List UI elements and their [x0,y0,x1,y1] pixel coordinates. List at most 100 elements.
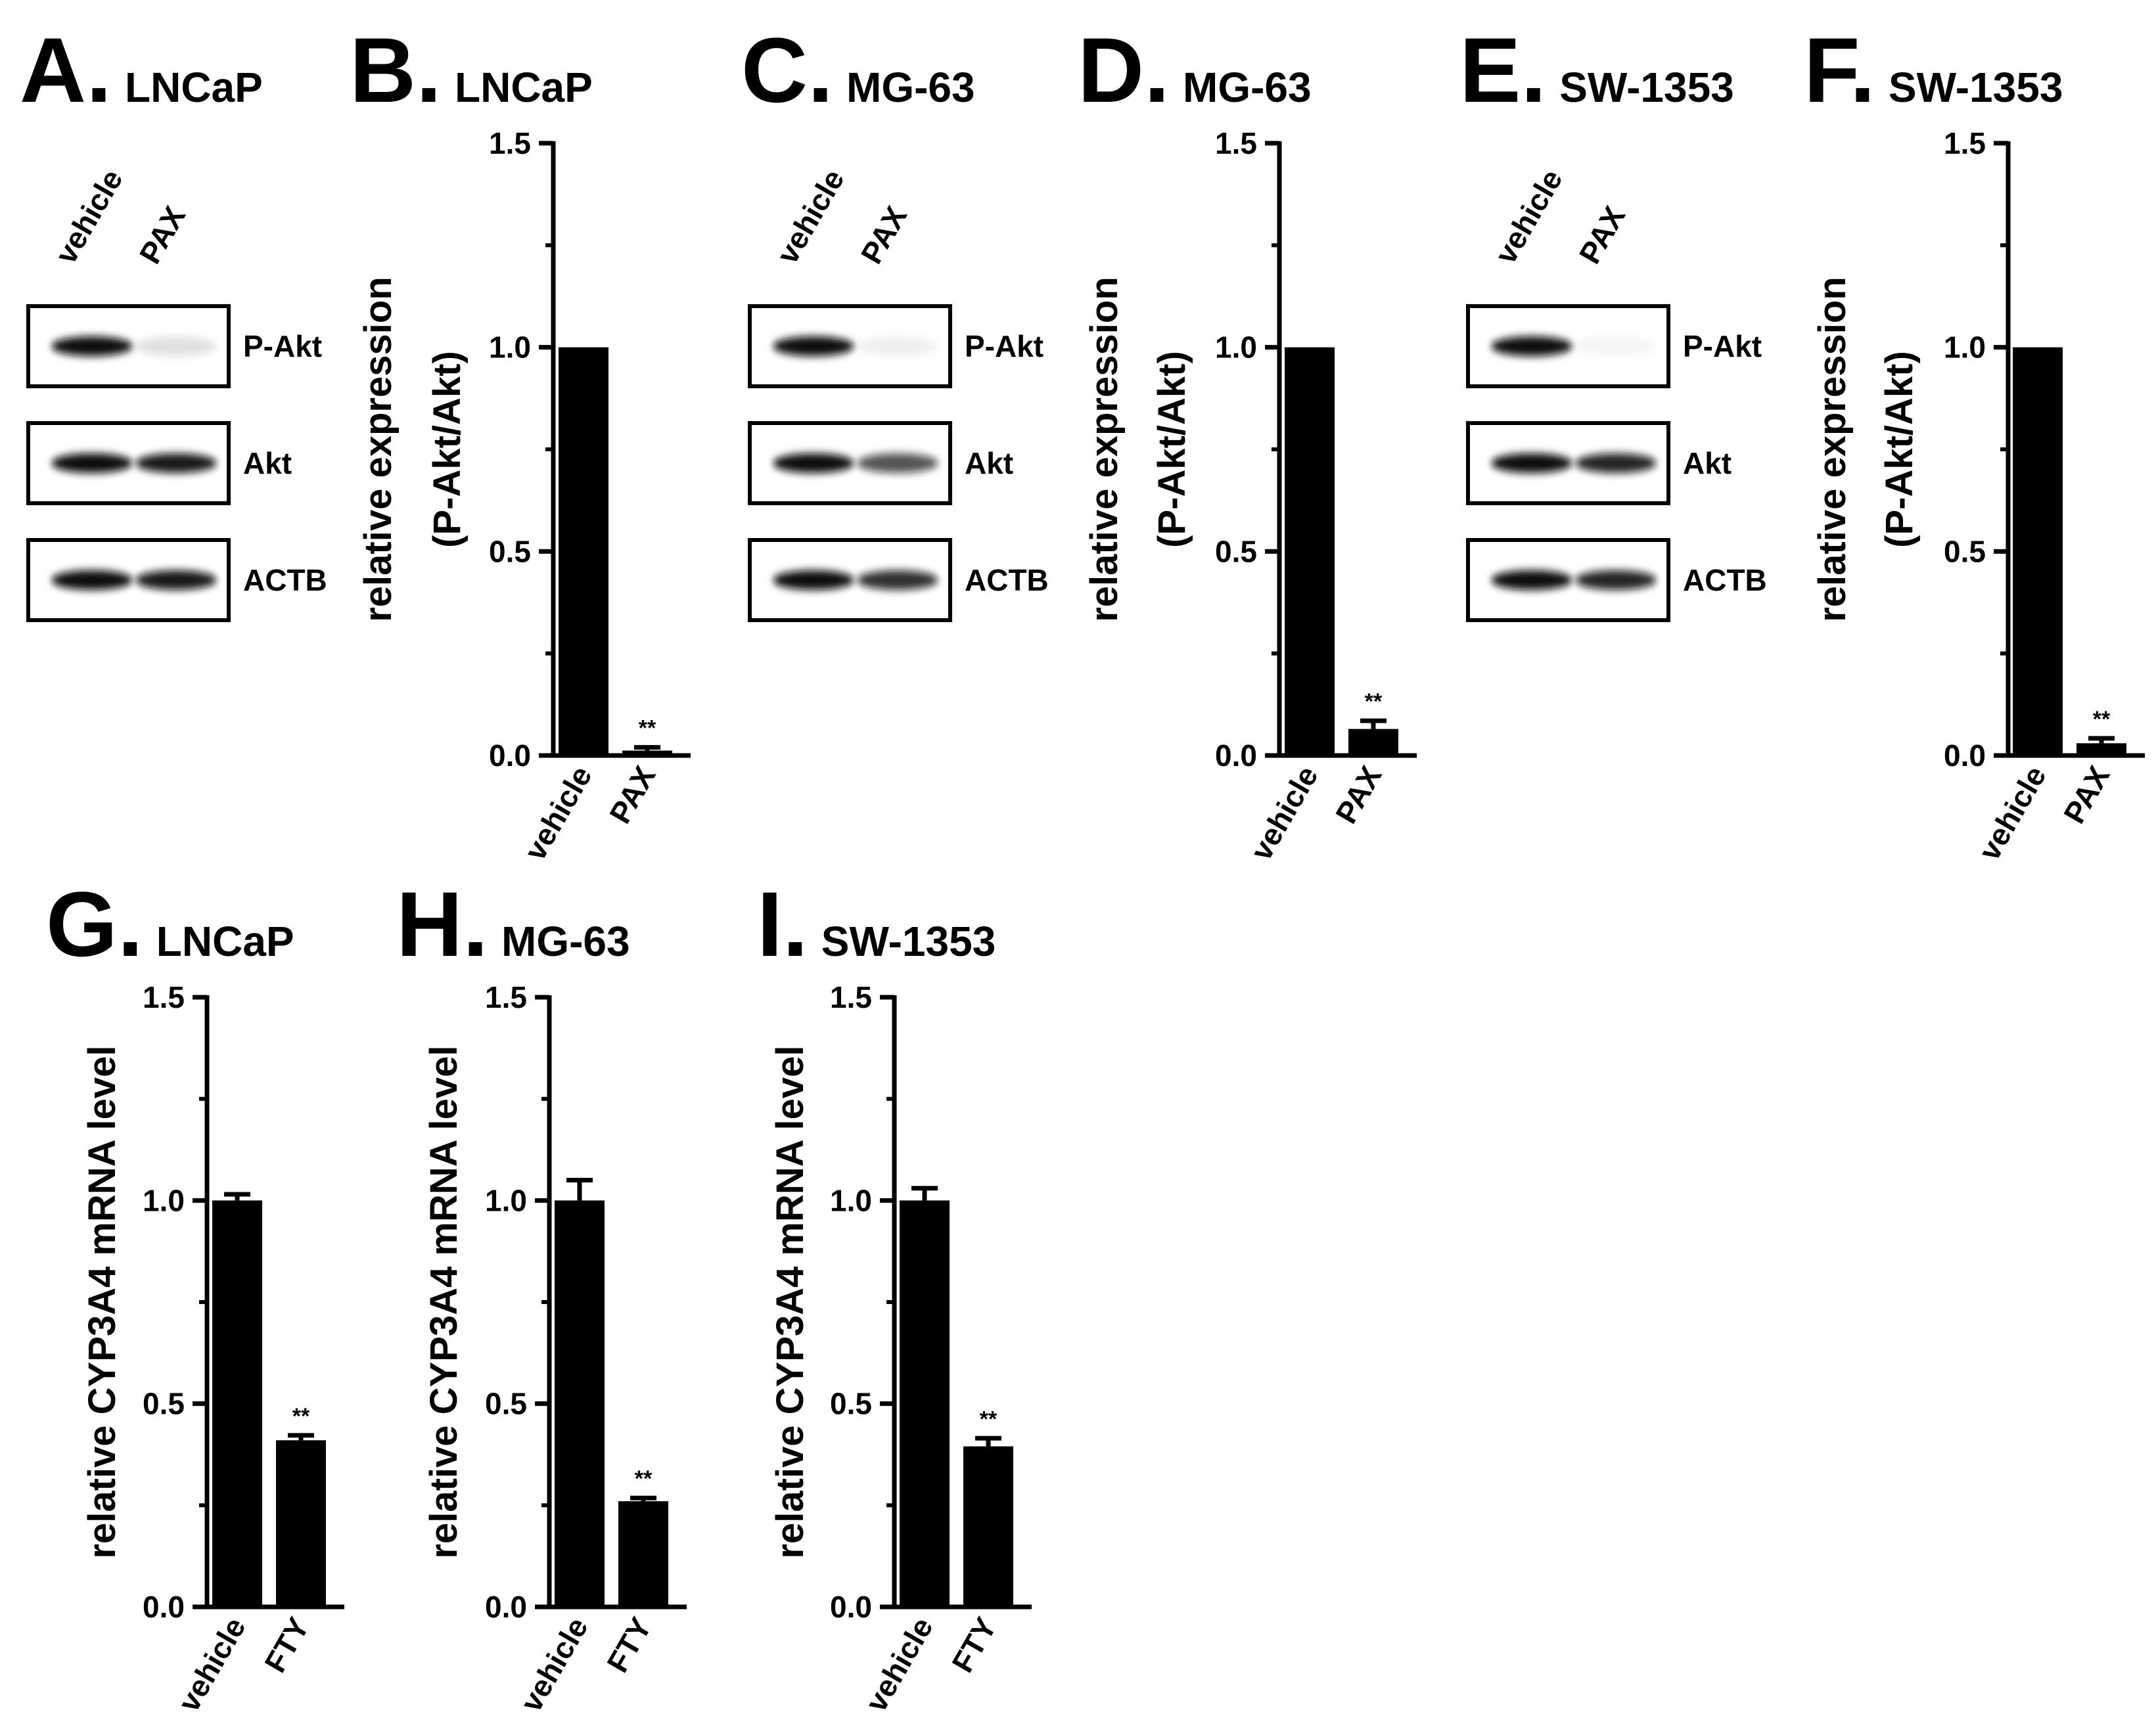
bar-vehicle [212,1200,262,1607]
y-tick-label: 1.0 [485,1183,527,1217]
x-category-label-pax: PAX [603,760,662,829]
y-tick-label: 0.5 [1215,534,1257,568]
y-axis-label: relative expression [357,277,400,622]
y-tick-label: 1.0 [1944,330,1986,365]
blot-band [1575,570,1657,590]
bar-chart-h: H. MG-63 0.0 0.5 1.0 1.5 relative CYP3A4 mRNA … [396,872,687,1717]
bar-chart-d: D. MG-63 0.0 0.5 1.0 1.5 relative expression (P… [1078,18,1417,866]
panel-cell-line: LNCaP [455,64,593,111]
panel-title: E. SW-1353 [1459,18,1734,122]
y-tick-label: 1.0 [1215,330,1257,365]
panel-cell-line: SW-1353 [1889,64,2063,111]
y-tick-label: 0.5 [143,1387,185,1421]
blot-row-akt: Akt [748,421,1013,505]
significance-label: ** [980,1407,998,1431]
y-tick-label: 0.5 [489,534,531,568]
panel-letter: H. [396,872,488,976]
panel-cell-line: LNCaP [125,64,263,111]
lane-label-pax: PAX [854,200,914,269]
panel-letter: F. [1804,18,1875,122]
bar-vehicle [559,347,608,755]
panel-cell-line: SW-1353 [1559,64,1734,111]
blot-band [135,453,217,473]
bar-chart-b: B. LNCaP 0.0 0.5 1.0 1.5 relative expression (P… [350,18,691,866]
panel-title: I. SW-1353 [757,872,996,976]
x-category-label-pax: PAX [1329,760,1388,829]
x-category-label-pax: PAX [2057,760,2117,829]
y-tick-label: 1.5 [1944,126,1986,160]
bar-vehicle [555,1200,605,1607]
y-axis-label: relative expression [1083,277,1126,622]
panel-letter: D. [1078,18,1170,122]
significance-label: ** [292,1404,310,1429]
y-tick-label: 1.0 [830,1183,872,1217]
panel-letter: C. [741,18,833,122]
y-tick-label: 1.5 [489,126,531,160]
blot-band [51,453,133,473]
blot-band [1491,453,1572,473]
bar-chart-i: I. SW-1353 0.0 0.5 1.0 1.5 relative CYP3A4 mRN… [757,872,1032,1717]
y-tick-label: 0.0 [489,738,531,773]
blot-row-actb: ACTB [748,538,1049,622]
panel-cell-line: LNCaP [156,918,294,965]
panel-letter: E. [1459,18,1546,122]
bar-pax [2076,743,2126,755]
blot-band [1491,336,1572,356]
bar-pax [622,750,672,755]
protein-label-actb: ACTB [1683,563,1767,597]
bar-chart-f: F. SW-1353 0.0 0.5 1.0 1.5 relative expression… [1804,18,2145,866]
panel-letter: G. [46,872,143,976]
y-tick-label: 0.5 [1944,534,1986,568]
blot-band [135,336,217,356]
x-category-label-vehicle: vehicle [859,1611,940,1717]
y-axis-label: (P-Akt/Akt) [1878,351,1921,548]
x-category-label-vehicle: vehicle [518,760,599,866]
panel-title: H. MG-63 [396,872,630,976]
significance-label: ** [639,716,656,741]
lane-label-vehicle: vehicle [1488,164,1569,269]
y-tick-label: 0.5 [485,1387,527,1421]
blot-row-actb: ACTB [26,538,327,622]
blot-row-p-akt: P-Akt [748,304,1044,388]
blot-band [773,336,854,356]
panel-cell-line: MG-63 [846,64,975,111]
bar-fty [276,1440,326,1607]
blot-band [857,453,938,473]
y-tick-label: 1.5 [1215,126,1257,160]
panel-title: C. MG-63 [741,18,975,122]
panel-letter: I. [757,872,808,976]
y-tick-label: 0.0 [1215,738,1257,773]
bar-vehicle [900,1200,950,1607]
blot-band [51,570,133,590]
bar-fty [963,1446,1013,1607]
bar-chart-g: G. LNCaP 0.0 0.5 1.0 1.5 relative CYP3A4 mRNA … [46,872,344,1717]
protein-label-akt: Akt [965,446,1013,480]
y-tick-label: 1.5 [485,980,527,1014]
blot-panel-a: A. LNCaP vehicle PAX P-Akt Akt ACTB [20,18,327,622]
x-category-label-vehicle: vehicle [172,1611,252,1717]
bar-vehicle [1285,347,1335,755]
x-category-label-vehicle: vehicle [1244,760,1325,866]
x-category-label-fty: FTY [600,1611,658,1678]
protein-label-actb: ACTB [965,563,1049,597]
blot-band [1491,570,1572,590]
protein-label-p-akt: P-Akt [243,329,322,363]
lane-label-pax: PAX [133,200,193,269]
y-tick-label: 1.5 [830,980,872,1014]
y-axis-label: relative CYP3A4 mRNA level [423,1045,465,1558]
panel-letter: A. [20,18,112,122]
protein-label-p-akt: P-Akt [965,329,1044,363]
y-tick-label: 1.5 [143,980,185,1014]
protein-label-p-akt: P-Akt [1683,329,1762,363]
blot-row-akt: Akt [1466,421,1732,505]
lane-label-vehicle: vehicle [49,164,129,269]
x-category-label-fty: FTY [258,1611,315,1678]
y-axis-label: relative CYP3A4 mRNA level [81,1045,124,1558]
x-category-label-fty: FTY [945,1611,1003,1678]
panel-cell-line: MG-63 [1183,64,1312,111]
protein-label-actb: ACTB [243,563,327,597]
bar-pax [1348,729,1398,755]
significance-label: ** [1365,689,1383,714]
panel-title: D. MG-63 [1078,18,1312,122]
